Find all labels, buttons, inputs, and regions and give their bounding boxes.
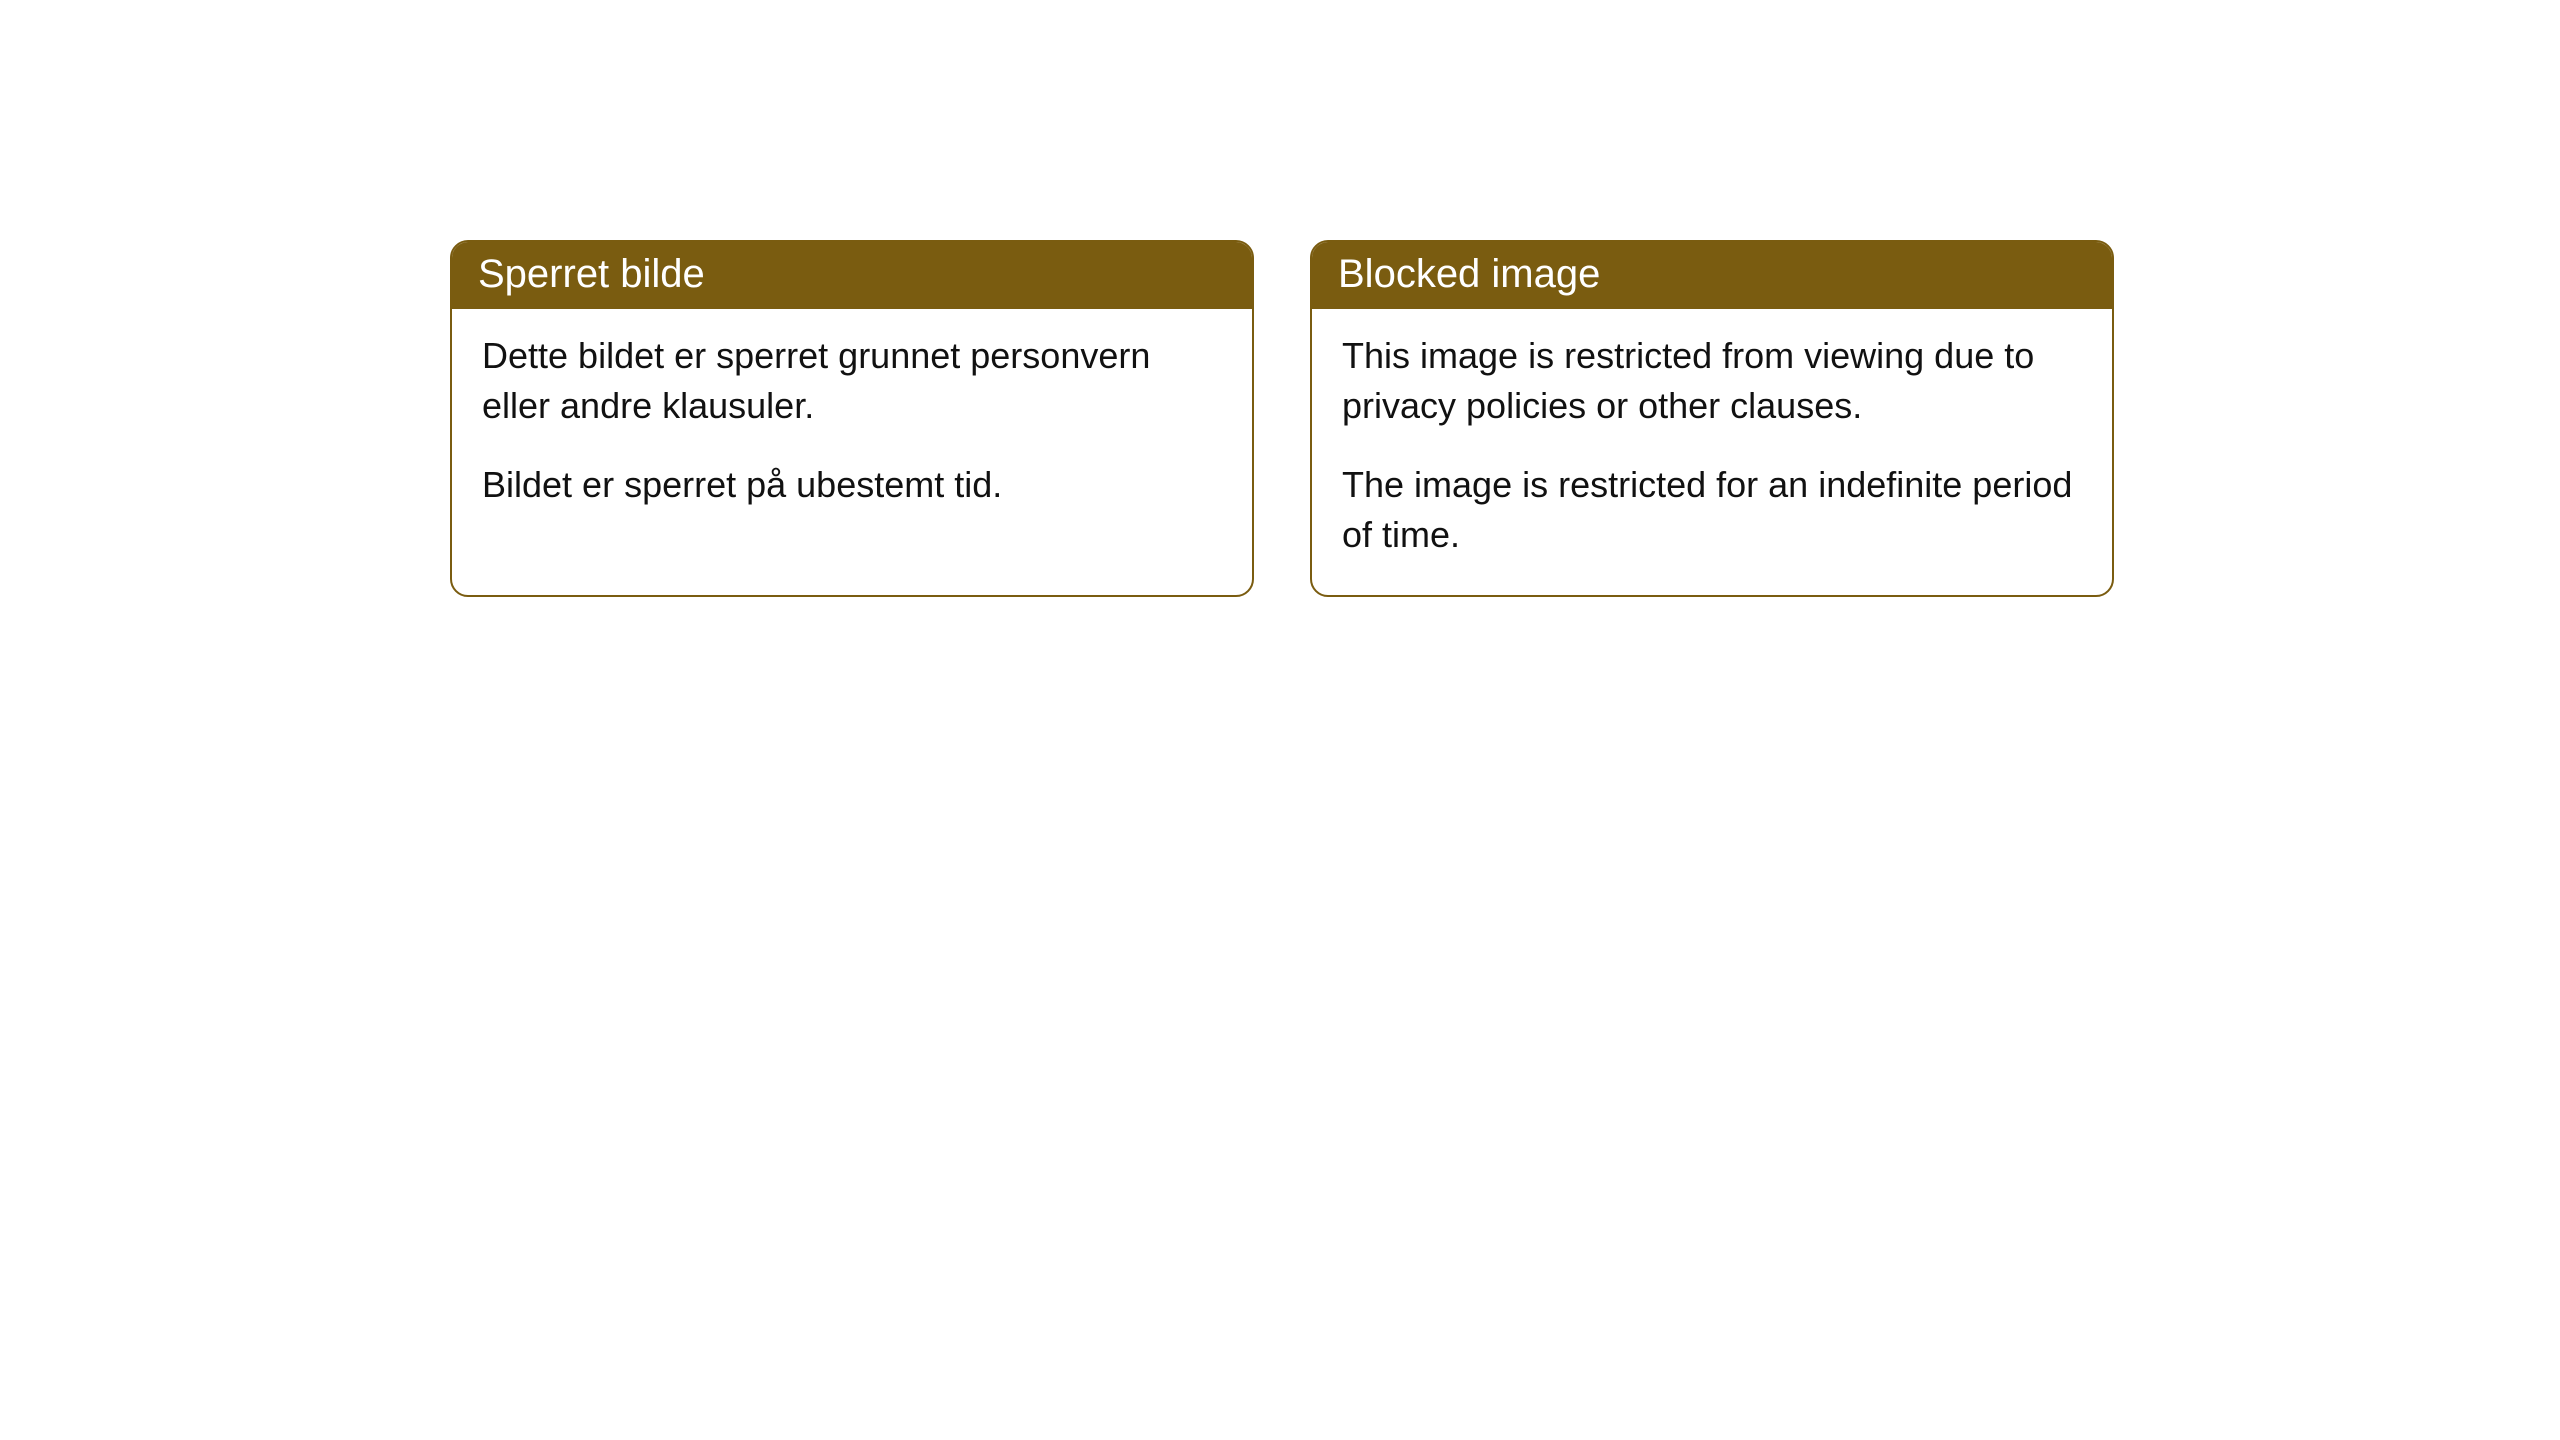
notice-text-english-1: This image is restricted from viewing du… <box>1342 331 2082 432</box>
notice-card-english: Blocked image This image is restricted f… <box>1310 240 2114 597</box>
notice-container: Sperret bilde Dette bildet er sperret gr… <box>0 0 2560 597</box>
notice-text-norwegian-2: Bildet er sperret på ubestemt tid. <box>482 460 1222 510</box>
notice-text-norwegian-1: Dette bildet er sperret grunnet personve… <box>482 331 1222 432</box>
notice-header-english: Blocked image <box>1312 242 2112 309</box>
notice-header-norwegian: Sperret bilde <box>452 242 1252 309</box>
notice-body-norwegian: Dette bildet er sperret grunnet personve… <box>452 309 1252 544</box>
notice-card-norwegian: Sperret bilde Dette bildet er sperret gr… <box>450 240 1254 597</box>
notice-body-english: This image is restricted from viewing du… <box>1312 309 2112 595</box>
notice-text-english-2: The image is restricted for an indefinit… <box>1342 460 2082 561</box>
